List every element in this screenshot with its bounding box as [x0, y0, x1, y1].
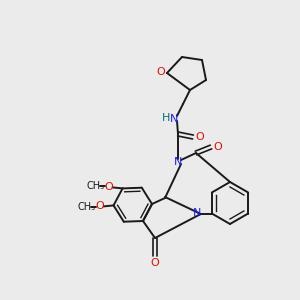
- Text: O: O: [196, 132, 204, 142]
- Text: N: N: [170, 114, 178, 124]
- Text: CH₃: CH₃: [77, 202, 96, 212]
- Text: O: O: [151, 258, 159, 268]
- Text: CH₃: CH₃: [86, 182, 105, 191]
- Text: O: O: [157, 67, 165, 77]
- Text: O: O: [95, 201, 104, 212]
- Text: O: O: [104, 182, 113, 192]
- Text: O: O: [214, 142, 222, 152]
- Text: N: N: [193, 208, 201, 218]
- Text: N: N: [174, 157, 182, 167]
- Text: H: H: [162, 113, 170, 123]
